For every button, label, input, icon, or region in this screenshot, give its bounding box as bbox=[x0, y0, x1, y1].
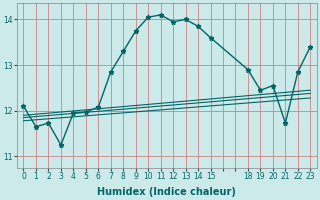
X-axis label: Humidex (Indice chaleur): Humidex (Indice chaleur) bbox=[98, 187, 236, 197]
